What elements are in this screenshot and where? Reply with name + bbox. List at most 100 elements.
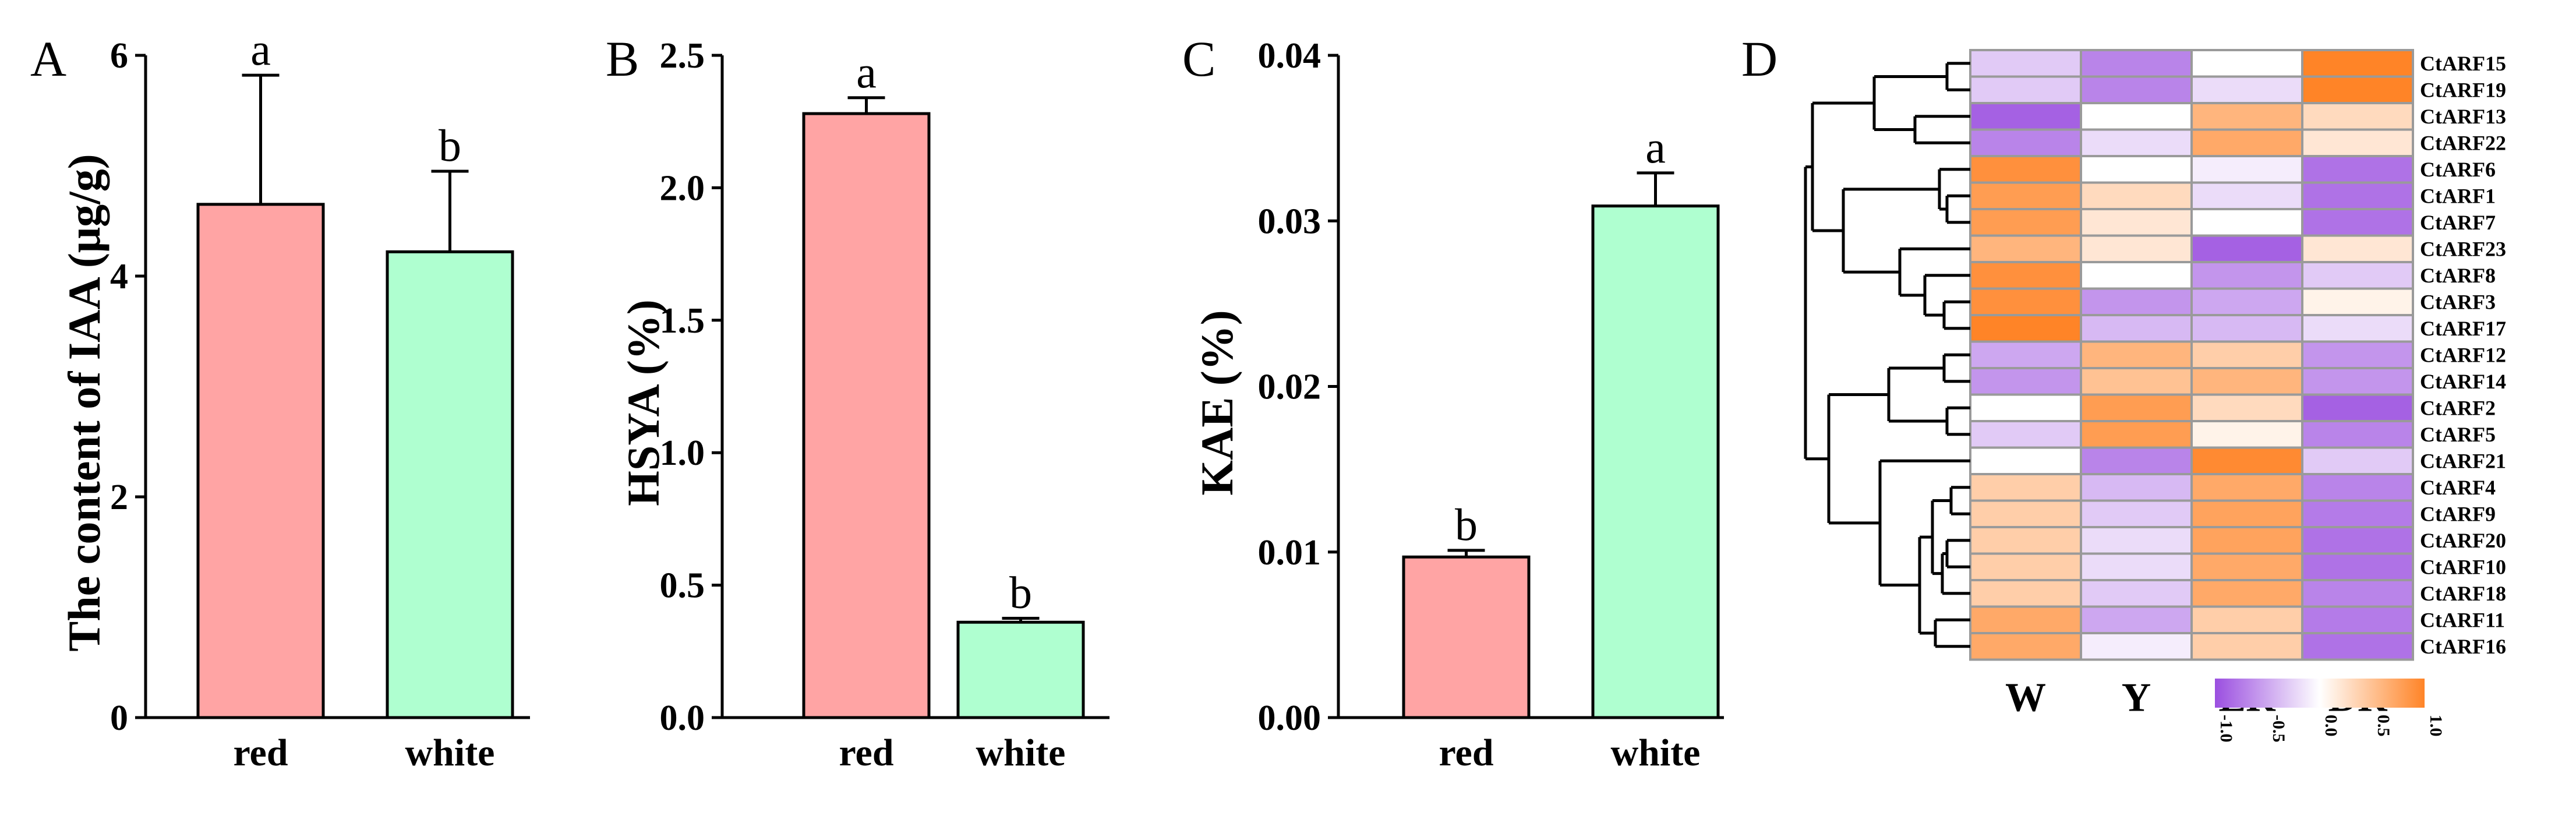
y-tick-label: 0.03 xyxy=(1258,202,1321,241)
y-tick-label: 0.0 xyxy=(660,698,705,738)
row-label: CtARF19 xyxy=(2420,78,2506,101)
row-label: CtARF3 xyxy=(2420,290,2496,313)
heatmap-cell xyxy=(2301,181,2414,210)
heatmap-cell xyxy=(2080,605,2193,634)
heatmap-cell xyxy=(2190,367,2303,396)
heatmap-cell xyxy=(1969,552,2082,581)
heatmap-cell xyxy=(2301,420,2414,449)
row-label: CtARF10 xyxy=(2420,555,2506,578)
column-label: W xyxy=(2005,676,2046,720)
x-tick-label: red xyxy=(1439,732,1493,774)
heatmap-cell xyxy=(2301,632,2414,661)
heatmap-cell xyxy=(2190,393,2303,422)
heatmap-cell xyxy=(2080,499,2193,528)
y-axis-title: The content of IAA (μg/g) xyxy=(59,154,109,652)
heatmap-cell xyxy=(2080,49,2193,78)
heatmap-cell xyxy=(2301,446,2414,475)
significance-label: a xyxy=(250,24,271,75)
bar-chart-hsya: 0.0 0.5 1.0 1.5 2.0 2.5 HSYA (%) a red b white xyxy=(618,36,1109,774)
heatmap-cell xyxy=(2190,261,2303,290)
bar-red xyxy=(196,203,325,719)
heatmap-cell xyxy=(2190,314,2303,343)
heatmap-cell xyxy=(1969,473,2082,502)
heatmap-cell xyxy=(2301,552,2414,581)
heatmap-cell xyxy=(2190,446,2303,475)
heatmap-cell xyxy=(1969,234,2082,263)
heatmap-cell xyxy=(2190,499,2303,528)
heatmap-cell xyxy=(2301,340,2414,369)
heatmap-cell xyxy=(2190,420,2303,449)
heatmap-cell xyxy=(1969,605,2082,634)
heatmap-cell xyxy=(2190,208,2303,237)
heatmap-cell xyxy=(1969,393,2082,422)
row-label: CtARF8 xyxy=(2420,264,2496,287)
row-label: CtARF20 xyxy=(2420,529,2506,552)
heatmap-cell xyxy=(2190,552,2303,581)
colorbar-tick-label: 0.5 xyxy=(2374,715,2393,737)
y-tick-label: 0.5 xyxy=(660,566,705,606)
heatmap-cell xyxy=(2301,605,2414,634)
row-label: CtARF4 xyxy=(2420,476,2496,499)
bar-chart-iaa: 0 2 4 6 The content of IAA (μg/g) a red b white xyxy=(59,24,530,774)
heatmap-cell xyxy=(1969,287,2082,316)
heatmap-cell xyxy=(2080,393,2193,422)
heatmap-cell xyxy=(1969,208,2082,237)
y-tick-label: 2.0 xyxy=(660,168,705,208)
x-tick-label: white xyxy=(1611,732,1701,774)
heatmap-cell xyxy=(2080,75,2193,104)
heatmap-cell xyxy=(2080,340,2193,369)
heatmap-cell xyxy=(1969,75,2082,104)
heatmap-cell xyxy=(2301,314,2414,343)
heatmap-cell xyxy=(2301,234,2414,263)
heatmap-cell xyxy=(1969,261,2082,290)
heatmap-cell xyxy=(2301,155,2414,184)
heatmap-cell xyxy=(2190,340,2303,369)
row-label: CtARF1 xyxy=(2420,184,2496,207)
heatmap-cell xyxy=(2080,261,2193,290)
row-label: CtARF16 xyxy=(2420,635,2506,658)
y-tick-label: 0.04 xyxy=(1258,36,1321,76)
bar-chart-kae: 0.00 0.01 0.02 0.03 0.04 KAE (%) b red a white xyxy=(1192,36,1724,774)
heatmap-cell xyxy=(2080,579,2193,608)
heatmap-cell xyxy=(1969,446,2082,475)
significance-label: b xyxy=(439,120,461,171)
heatmap-cell xyxy=(2301,473,2414,502)
row-label: CtARF15 xyxy=(2420,52,2506,75)
heatmap-cell xyxy=(1969,499,2082,528)
heatmap-cell xyxy=(1969,579,2082,608)
panel-letter-b: B xyxy=(606,31,639,87)
y-tick-label: 1.5 xyxy=(660,301,705,341)
heatmap-cell xyxy=(1969,420,2082,449)
significance-label: a xyxy=(856,47,877,97)
heatmap-cell xyxy=(1969,128,2082,157)
bar-red xyxy=(1402,555,1531,719)
colorbar-tick-label: 0.0 xyxy=(2321,715,2341,737)
heatmap-cell xyxy=(2190,181,2303,210)
heatmap-cell xyxy=(2190,473,2303,502)
heatmap-cell xyxy=(2301,208,2414,237)
heatmap-cell xyxy=(2190,128,2303,157)
heatmap-cell xyxy=(2190,155,2303,184)
x-tick-label: white xyxy=(976,732,1066,774)
heatmap-cell xyxy=(2301,579,2414,608)
colorbar xyxy=(2215,679,2425,708)
row-label: CtARF17 xyxy=(2420,317,2506,340)
row-label: CtARF13 xyxy=(2420,105,2506,128)
y-tick-label: 2 xyxy=(110,478,128,517)
y-tick-label: 6 xyxy=(110,36,128,76)
heatmap-cell xyxy=(2080,526,2193,555)
heatmap-cell xyxy=(2080,234,2193,263)
heatmap-cell xyxy=(2190,49,2303,78)
heatmap-cell xyxy=(2080,446,2193,475)
heatmap-cell xyxy=(2080,102,2193,131)
y-tick-label: 0 xyxy=(110,698,128,738)
row-label: CtARF21 xyxy=(2420,449,2506,472)
significance-label: a xyxy=(1645,122,1666,172)
heatmap-cell xyxy=(2080,155,2193,184)
panel-letter-c: C xyxy=(1182,31,1215,87)
heatmap-cell xyxy=(1969,155,2082,184)
row-label: CtARF11 xyxy=(2420,608,2505,631)
heatmap-cell xyxy=(2080,314,2193,343)
heatmap-cell xyxy=(2080,367,2193,396)
